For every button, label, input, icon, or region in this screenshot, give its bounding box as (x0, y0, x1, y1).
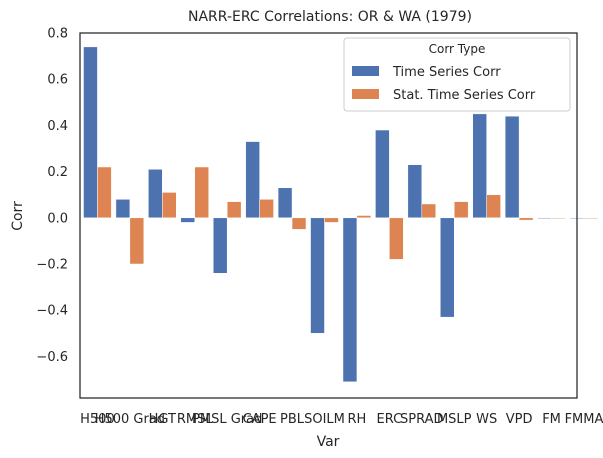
bar-stat-time-series-0 (97, 166, 112, 219)
x-tick-label-3: RMSL (177, 412, 214, 427)
bar-time-series-1 (115, 199, 131, 219)
bar-stat-time-series-7 (324, 217, 339, 223)
bar-time-series-4 (212, 217, 228, 274)
y-tick-label-4: 0.0 (47, 211, 68, 226)
y-axis-label: Corr (10, 201, 26, 231)
bar-time-series-8 (342, 217, 358, 383)
bar-stat-time-series-1 (129, 217, 145, 265)
x-tick-label-12: WS (476, 412, 497, 427)
legend-swatch-stat-time-series (352, 89, 379, 99)
bar-time-series-3 (180, 217, 196, 223)
bar-stat-time-series-11 (453, 201, 469, 219)
y-tick-label-6: −0.4 (36, 304, 68, 319)
y-tick-label-1: 0.6 (47, 73, 68, 88)
x-tick-label-7: SOILM (304, 412, 345, 427)
x-tick-label-14: FM (542, 412, 561, 427)
bar-stat-time-series-3 (194, 166, 209, 219)
chart-title: NARR-ERC Correlations: OR & WA (1979) (188, 9, 472, 25)
legend-box (343, 37, 571, 112)
bar-time-series-0 (83, 46, 98, 219)
x-tick-label-0: H500 (80, 412, 115, 427)
y-tick-label-5: −0.2 (36, 258, 68, 273)
bar-stat-time-series-8 (356, 215, 372, 219)
bar-stat-time-series-10 (421, 203, 436, 219)
plot-frame (79, 32, 578, 399)
bar-time-series-10 (407, 164, 423, 219)
legend-label-time-series: Time Series Corr (392, 65, 501, 80)
x-tick-label-8: RH (348, 412, 367, 427)
x-tick-label-2: HGT (149, 412, 176, 427)
x-axis-label: Var (317, 434, 340, 450)
bar-time-series-9 (375, 129, 390, 219)
bar-stat-time-series-12 (486, 194, 501, 219)
y-tick-label-2: 0.4 (47, 119, 68, 134)
x-tick-label-6: PBL (280, 412, 305, 427)
legend: Corr Type Time Series Corr Stat. Time Se… (343, 37, 571, 112)
bar-stat-time-series-14 (551, 217, 566, 219)
bar-stat-time-series-5 (259, 199, 274, 219)
x-tick-label-13: VPD (506, 412, 533, 427)
x-tick-label-1: H500 Grad (95, 412, 165, 427)
bar-stat-time-series-4 (226, 201, 242, 219)
bar-time-series-14 (537, 217, 552, 219)
legend-swatch-time-series (352, 66, 379, 76)
y-tick-label-0: 0.8 (47, 27, 68, 42)
y-tick-label-7: −0.6 (36, 350, 68, 365)
bar-time-series-7 (310, 217, 325, 334)
bar-stat-time-series-6 (291, 217, 307, 230)
x-tick-label-5: CAPE (243, 412, 277, 427)
bar-time-series-13 (504, 115, 520, 219)
x-tick-label-10: SPRAD (400, 412, 444, 427)
legend-title: Corr Type (429, 42, 486, 56)
bar-time-series-11 (440, 217, 455, 318)
bar-time-series-12 (472, 113, 487, 219)
x-tick-label-15: FMMA (565, 412, 603, 427)
x-tick-label-11: MSLP (437, 412, 472, 427)
legend-label-stat-time-series: Stat. Time Series Corr (393, 88, 536, 103)
bar-stat-time-series-9 (389, 217, 404, 260)
bar-stat-time-series-2 (162, 192, 177, 219)
x-tick-label-9: ERC (377, 412, 403, 427)
bar-time-series-5 (245, 141, 260, 219)
bar-time-series-6 (277, 187, 293, 219)
x-tick-label-4: PMSL Grad (192, 412, 262, 427)
bar-stat-time-series-15 (583, 217, 599, 219)
y-tick-label-3: 0.2 (47, 165, 68, 180)
y-axis: 0.8 0.6 0.4 0.2 0.0 −0.2 −0.4 −0.6 (36, 27, 68, 365)
bar-stat-time-series-13 (518, 217, 534, 221)
bars (83, 46, 599, 383)
bar-time-series-2 (148, 169, 163, 219)
